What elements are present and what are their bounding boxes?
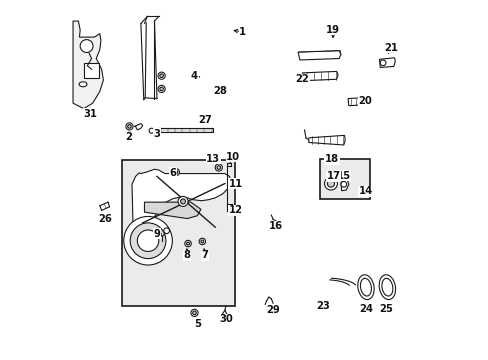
Circle shape <box>190 309 198 316</box>
Text: 6: 6 <box>169 168 176 178</box>
Circle shape <box>160 87 163 91</box>
Bar <box>122 160 234 306</box>
Circle shape <box>130 223 165 258</box>
Text: 10: 10 <box>225 152 240 162</box>
Circle shape <box>127 125 131 128</box>
Text: 28: 28 <box>213 86 227 96</box>
Polygon shape <box>134 123 142 130</box>
Circle shape <box>186 242 189 245</box>
Text: 21: 21 <box>383 43 397 53</box>
Circle shape <box>215 164 222 171</box>
Circle shape <box>125 123 133 130</box>
Text: 19: 19 <box>325 25 339 35</box>
Text: 3: 3 <box>153 129 160 139</box>
Text: 18: 18 <box>325 154 338 164</box>
Circle shape <box>180 199 185 204</box>
Polygon shape <box>379 58 394 67</box>
Ellipse shape <box>378 275 395 300</box>
Text: 4: 4 <box>190 71 198 81</box>
Circle shape <box>199 238 205 245</box>
Text: 27: 27 <box>198 115 212 125</box>
Circle shape <box>163 228 169 234</box>
Circle shape <box>137 230 159 251</box>
Text: 12: 12 <box>228 205 242 215</box>
Text: 24: 24 <box>358 304 372 314</box>
Text: 29: 29 <box>265 305 280 315</box>
Polygon shape <box>73 21 103 109</box>
Text: 17: 17 <box>326 171 340 181</box>
Circle shape <box>158 85 165 93</box>
Circle shape <box>174 170 177 174</box>
Ellipse shape <box>357 275 373 300</box>
Circle shape <box>324 177 337 190</box>
Bar <box>320 158 369 199</box>
Text: 14: 14 <box>358 186 372 197</box>
Text: 16: 16 <box>268 221 283 231</box>
Circle shape <box>184 240 191 247</box>
Text: 7: 7 <box>202 250 208 260</box>
Polygon shape <box>340 180 348 191</box>
Circle shape <box>160 74 163 77</box>
Circle shape <box>192 311 196 315</box>
Circle shape <box>340 181 346 187</box>
Text: 30: 30 <box>219 314 232 324</box>
Circle shape <box>158 72 165 79</box>
Polygon shape <box>347 98 362 106</box>
Text: 23: 23 <box>316 301 329 311</box>
Circle shape <box>380 60 385 66</box>
Text: 13: 13 <box>205 154 220 163</box>
Text: 11: 11 <box>228 179 242 189</box>
Text: 8: 8 <box>183 250 190 260</box>
Text: 26: 26 <box>98 213 112 224</box>
Polygon shape <box>308 135 345 145</box>
Circle shape <box>123 216 172 265</box>
Text: 22: 22 <box>295 74 308 84</box>
Circle shape <box>80 40 93 53</box>
Polygon shape <box>144 202 201 219</box>
Circle shape <box>178 197 188 206</box>
Circle shape <box>201 240 203 243</box>
Text: 5: 5 <box>194 319 201 329</box>
Circle shape <box>326 180 334 187</box>
Bar <box>158 128 213 132</box>
Circle shape <box>217 166 220 169</box>
Text: 2: 2 <box>125 132 132 142</box>
Text: 15: 15 <box>336 171 350 181</box>
Bar <box>84 63 99 78</box>
Text: 20: 20 <box>358 96 371 107</box>
Circle shape <box>172 168 179 176</box>
Text: 1: 1 <box>239 27 246 37</box>
Polygon shape <box>302 71 337 81</box>
Polygon shape <box>132 169 230 227</box>
Ellipse shape <box>79 82 87 87</box>
Circle shape <box>149 128 154 133</box>
Text: 25: 25 <box>379 304 393 314</box>
Polygon shape <box>298 51 340 60</box>
Text: 31: 31 <box>83 109 97 119</box>
Text: 9: 9 <box>153 229 160 239</box>
